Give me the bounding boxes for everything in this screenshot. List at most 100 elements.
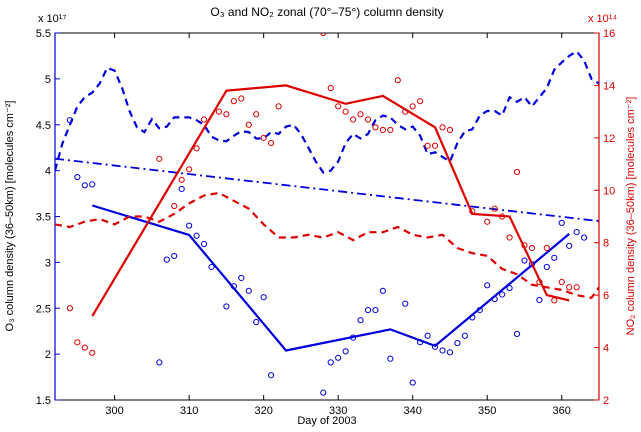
data-point xyxy=(521,257,528,264)
data-point xyxy=(491,205,498,212)
series-line-dashdot xyxy=(55,157,599,222)
data-point xyxy=(439,347,446,354)
right-tick-label: 4 xyxy=(603,343,609,355)
data-point xyxy=(558,219,565,227)
data-point xyxy=(208,263,215,271)
series-line-solid xyxy=(91,84,570,317)
data-point xyxy=(446,126,454,134)
series-line-dashed xyxy=(55,191,599,300)
data-point xyxy=(238,274,245,282)
data-point xyxy=(409,103,416,110)
series-line-dashed xyxy=(55,49,599,174)
data-point xyxy=(245,121,252,128)
data-point xyxy=(342,348,349,355)
data-point xyxy=(566,242,573,249)
data-point xyxy=(424,142,431,149)
x-axis-title: Day of 2003 xyxy=(297,415,356,427)
data-point xyxy=(364,306,372,314)
data-point xyxy=(543,263,550,271)
data-point xyxy=(238,95,245,102)
data-point xyxy=(200,240,208,248)
x-tick-label: 330 xyxy=(329,405,347,417)
data-point xyxy=(186,222,193,229)
data-point xyxy=(543,244,550,252)
data-point xyxy=(275,103,282,110)
left-tick-label: 2 xyxy=(45,349,51,361)
x-tick-label: 320 xyxy=(254,405,272,417)
right-tick-label: 10 xyxy=(603,185,615,197)
data-point xyxy=(320,33,327,37)
data-point xyxy=(260,134,267,141)
data-point xyxy=(66,305,74,312)
data-point xyxy=(178,185,185,193)
data-point xyxy=(387,126,394,134)
right-tick-label: 12 xyxy=(603,133,615,145)
right-tick-label: 6 xyxy=(603,290,609,302)
data-point xyxy=(89,181,96,188)
data-point xyxy=(223,303,230,310)
left-axis-exponent: x 10¹⁷ xyxy=(38,13,66,25)
data-point xyxy=(193,232,200,239)
data-point xyxy=(89,349,96,356)
x-tick-label: 360 xyxy=(553,405,571,417)
left-tick-label: 1.5 xyxy=(36,395,51,407)
data-point xyxy=(431,142,439,149)
data-point xyxy=(178,176,185,183)
right-tick-label: 14 xyxy=(603,80,615,92)
data-point xyxy=(335,103,342,110)
data-point xyxy=(409,379,416,386)
data-point xyxy=(171,252,178,260)
data-point xyxy=(342,108,349,115)
left-tick-label: 5 xyxy=(45,74,51,86)
data-point xyxy=(215,108,223,115)
data-point xyxy=(402,300,409,307)
data-point xyxy=(379,126,386,134)
data-point xyxy=(499,291,506,298)
data-point xyxy=(372,306,379,314)
data-point xyxy=(200,116,208,123)
data-point xyxy=(551,254,558,261)
x-tick-label: 300 xyxy=(105,405,123,417)
chart-title: O₃ and NO₂ zonal (70°–75°) column densit… xyxy=(210,5,443,19)
data-point xyxy=(260,294,267,301)
data-point xyxy=(566,284,573,291)
data-point xyxy=(320,389,327,396)
data-point xyxy=(484,218,491,225)
data-point xyxy=(528,244,536,252)
right-tick-label: 8 xyxy=(603,238,609,250)
data-point xyxy=(558,278,565,286)
left-tick-label: 3 xyxy=(45,257,51,269)
x-tick-label: 340 xyxy=(404,405,422,417)
data-point xyxy=(81,344,88,351)
data-point xyxy=(245,287,252,294)
data-point xyxy=(394,77,401,84)
data-point xyxy=(506,234,513,241)
data-point xyxy=(349,116,357,123)
data-point xyxy=(230,98,237,105)
left-tick-label: 2.5 xyxy=(36,303,51,315)
data-point xyxy=(193,145,200,152)
data-point xyxy=(417,98,424,105)
data-point xyxy=(327,359,334,366)
data-point xyxy=(364,116,372,123)
left-tick-label: 3.5 xyxy=(36,212,51,224)
data-point xyxy=(81,182,88,189)
data-point xyxy=(357,111,364,118)
data-point xyxy=(551,297,558,304)
data-point xyxy=(357,317,364,324)
right-tick-label: 2 xyxy=(603,395,609,407)
data-point xyxy=(327,84,334,92)
data-point xyxy=(253,318,260,326)
data-point xyxy=(446,349,454,356)
left-tick-label: 4.5 xyxy=(36,120,51,132)
data-point xyxy=(536,296,543,304)
data-point xyxy=(506,284,513,292)
x-axis: 300 310 320 330 340 350 360 xyxy=(105,33,571,417)
data-point xyxy=(156,155,163,162)
data-point xyxy=(253,111,260,118)
data-point xyxy=(223,111,230,118)
right-axis-exponent: x 10¹⁴ xyxy=(588,13,617,25)
data-point xyxy=(163,256,170,263)
left-y-axis: 1.5 2 2.5 3 3.5 4 4.5 5 5.5 xyxy=(36,28,60,407)
